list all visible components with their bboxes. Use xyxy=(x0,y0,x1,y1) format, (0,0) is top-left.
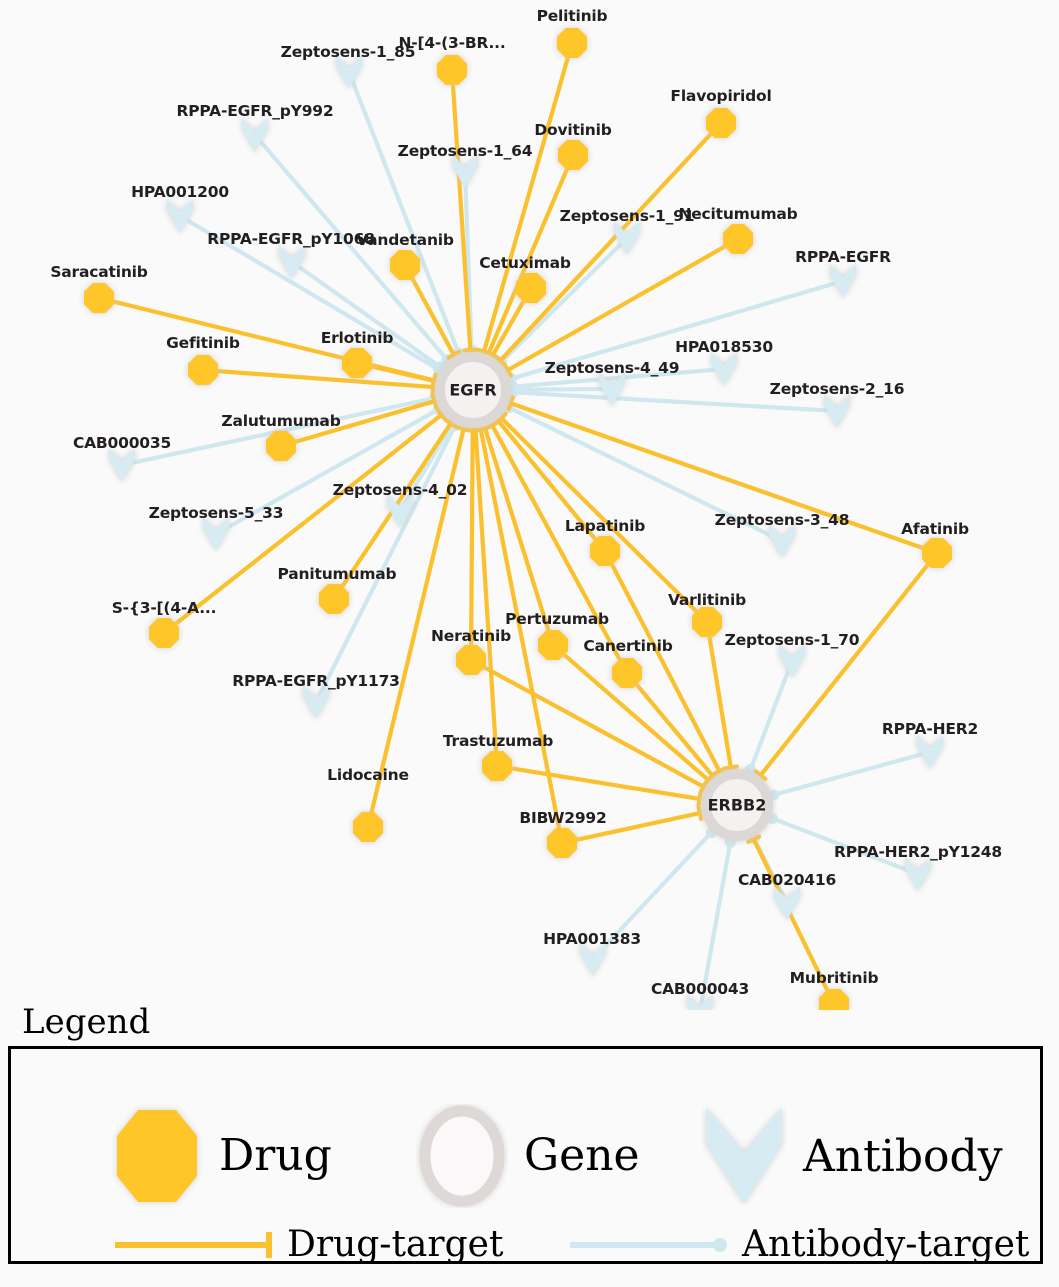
legend-box: Drug Gene Antibody Drug xyxy=(8,1046,1043,1264)
antibody-chevron-icon[interactable] xyxy=(711,352,737,386)
edge-antibody-target xyxy=(509,408,774,537)
edge-drug-target xyxy=(508,243,730,370)
legend-edge-row: Drug-target Antibody-target xyxy=(11,1227,1040,1287)
antibody-chevron-icon[interactable] xyxy=(580,942,606,976)
legend-label-antibody-target: Antibody-target xyxy=(742,1227,1029,1263)
edge-drug-target xyxy=(511,403,929,550)
edge-antibody-target xyxy=(188,221,439,370)
legend-item-gene: Gene xyxy=(416,1104,640,1208)
legend-item-drug-target: Drug-target xyxy=(111,1227,503,1263)
drug-octagon-icon[interactable] xyxy=(319,584,349,614)
antibody-chevron-icon[interactable] xyxy=(830,264,856,298)
drug-octagon-icon[interactable] xyxy=(437,55,467,85)
gene-ring-icon[interactable] xyxy=(706,774,768,836)
legend-label-gene: Gene xyxy=(524,1134,640,1178)
edge-drug-target xyxy=(501,418,700,616)
drug-octagon-icon[interactable] xyxy=(353,812,383,842)
edge-antibody-target xyxy=(513,392,828,410)
legend-item-drug: Drug xyxy=(111,1104,332,1208)
drug-edge-cap-icon xyxy=(464,350,476,351)
drug-octagon-icon[interactable] xyxy=(342,348,372,378)
legend-item-antibody-target: Antibody-target xyxy=(566,1227,1029,1263)
antibody-chevron-icon[interactable] xyxy=(769,524,795,558)
drug-edge-cap-icon xyxy=(475,428,487,430)
gene-ring-icon xyxy=(416,1104,508,1208)
edge-drug-target xyxy=(754,839,830,996)
drug-octagon-icon[interactable] xyxy=(547,828,577,858)
drug-edge-cap-icon xyxy=(699,793,701,805)
antibody-chevron-icon[interactable] xyxy=(452,154,478,188)
edge-drug-target xyxy=(476,430,497,757)
drug-edge-cap-icon xyxy=(725,767,737,769)
drug-octagon-icon[interactable] xyxy=(266,431,296,461)
edge-antibody-target xyxy=(773,819,910,871)
edge-antibody-target xyxy=(513,389,603,390)
drug-octagon-icon[interactable] xyxy=(590,536,620,566)
edge-drug-target xyxy=(370,429,464,818)
drug-octagon-icon[interactable] xyxy=(538,630,568,660)
legend-label-drug-target: Drug-target xyxy=(287,1227,503,1263)
edge-drug-target xyxy=(708,631,730,768)
edge-antibody-target xyxy=(501,244,620,362)
antibody-chevron-icon[interactable] xyxy=(203,517,229,551)
drug-octagon-icon[interactable] xyxy=(188,355,218,385)
drug-edge-cap-icon xyxy=(433,375,436,387)
edge-antibody-target xyxy=(599,833,711,953)
drug-octagon-icon[interactable] xyxy=(84,283,114,313)
edge-antibody-target xyxy=(702,842,731,1002)
antibody-chevron-icon[interactable] xyxy=(109,448,135,482)
antibody-chevron-icon[interactable] xyxy=(779,644,805,678)
edges-layer xyxy=(108,52,932,1002)
antibody-target-edge-icon xyxy=(566,1228,736,1262)
antibody-chevron-icon[interactable] xyxy=(824,394,850,428)
drug-octagon-icon[interactable] xyxy=(558,140,588,170)
gene-ring-icon[interactable] xyxy=(440,357,506,423)
antibody-chevron-icon[interactable] xyxy=(774,886,800,920)
antibody-chevron-icon[interactable] xyxy=(917,735,943,769)
drug-octagon-icon[interactable] xyxy=(482,751,512,781)
drug-octagon-icon[interactable] xyxy=(706,108,736,138)
drug-octagon-icon[interactable] xyxy=(149,618,179,648)
drug-octagon-icon[interactable] xyxy=(922,538,952,568)
antibody-chevron-icon[interactable] xyxy=(279,245,305,279)
drug-target-edge-icon xyxy=(111,1228,281,1262)
antibody-chevron-icon[interactable] xyxy=(336,55,362,89)
legend-panel: Legend Drug Gene Antibody xyxy=(0,1010,1059,1280)
nodes-layer[interactable] xyxy=(84,28,952,1010)
antibody-chevron-icon[interactable] xyxy=(905,857,931,891)
legend-node-row: Drug Gene Antibody xyxy=(11,1104,1040,1214)
drug-octagon-icon[interactable] xyxy=(723,224,753,254)
edge-antibody-target xyxy=(751,669,789,769)
legend-title: Legend xyxy=(22,1002,150,1042)
antibody-chevron-icon xyxy=(701,1104,787,1210)
drug-octagon-icon[interactable] xyxy=(612,658,642,688)
network-graph[interactable] xyxy=(0,0,1059,1010)
legend-label-drug: Drug xyxy=(219,1134,332,1178)
edge-antibody-target xyxy=(774,754,922,795)
drug-octagon-icon xyxy=(111,1104,203,1208)
drug-edge-cap-icon xyxy=(699,807,702,819)
drug-octagon-icon[interactable] xyxy=(819,989,849,1010)
drug-octagon-icon[interactable] xyxy=(390,250,420,280)
antibody-chevron-icon[interactable] xyxy=(303,685,329,719)
edge-drug-target xyxy=(571,813,700,841)
drug-octagon-icon[interactable] xyxy=(692,607,722,637)
edge-drug-target xyxy=(633,680,713,776)
legend-label-antibody: Antibody xyxy=(803,1135,1003,1179)
edge-drug-target xyxy=(506,767,700,798)
drug-octagon-icon[interactable] xyxy=(516,273,546,303)
drug-octagon-icon[interactable] xyxy=(557,28,587,58)
legend-item-antibody: Antibody xyxy=(701,1104,1003,1210)
edge-drug-target xyxy=(471,430,473,651)
drug-octagon-icon[interactable] xyxy=(456,645,486,675)
antibody-chevron-icon[interactable] xyxy=(167,199,193,233)
